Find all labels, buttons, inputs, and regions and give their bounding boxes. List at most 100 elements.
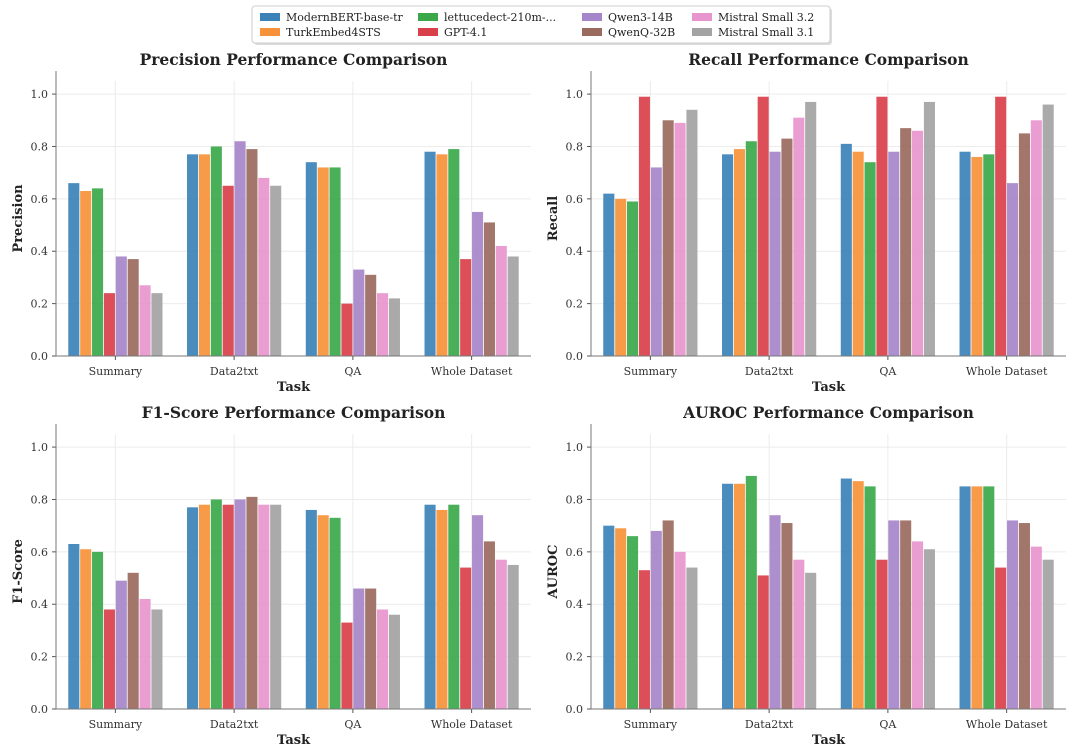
bar-qwenq-32b-summary (662, 120, 674, 356)
bar-turkembed4sts-whole-dataset (436, 154, 448, 356)
bar-modernbert-base-tr-whole-dataset (424, 504, 436, 709)
legend-label-turkembed4sts: TurkEmbed4STS (286, 26, 381, 39)
bar-mistral-small-3-1-whole-dataset (507, 256, 519, 356)
x-tick-label: QA (344, 365, 362, 378)
x-tick-label: QA (879, 365, 897, 378)
bar-mistral-small-3-1-whole-dataset (507, 564, 519, 709)
bar-qwenq-32b-whole-dataset (483, 222, 495, 356)
bar-lettucedect-210m-data2txt (210, 146, 222, 356)
bar-qwenq-32b-data2txt (246, 496, 258, 709)
bar-modernbert-base-tr-summary (603, 525, 615, 709)
bar-lettucedect-210m-summary (92, 188, 104, 356)
bar-modernbert-base-tr-data2txt (722, 483, 734, 709)
bar-mistral-small-3-1-data2txt (270, 185, 282, 356)
legend-label-modernbert-base-tr: ModernBERT-base-tr (286, 11, 404, 24)
bar-qwen3-14b-data2txt (234, 499, 246, 709)
x-tick-label: Whole Dataset (966, 365, 1048, 378)
panel-precision: 0.0 0.2 0.4 0.6 0.8 1.0 Summary Data2txt QA Whole… (11, 50, 531, 395)
y-tick-label: 0.4 (31, 245, 49, 258)
bar-gpt-4-1-qa (341, 303, 353, 356)
bar-gpt-4-1-qa (341, 622, 353, 709)
bar-lettucedect-210m-whole-dataset (448, 149, 460, 356)
bar-mistral-small-3-1-data2txt (805, 101, 817, 356)
bar-qwenq-32b-whole-dataset (483, 541, 495, 709)
legend-label-gpt-4-1: GPT-4.1 (444, 26, 487, 39)
bar-turkembed4sts-whole-dataset (971, 156, 983, 356)
bar-mistral-small-3-2-summary (139, 599, 151, 709)
bar-gpt-4-1-summary (103, 293, 115, 356)
bar-qwen3-14b-whole-dataset (472, 211, 484, 356)
bar-lettucedect-210m-qa (864, 162, 876, 356)
bar-qwen3-14b-qa (888, 151, 900, 356)
chart-title: AUROC Performance Comparison (682, 403, 974, 422)
bar-lettucedect-210m-data2txt (210, 499, 222, 709)
y-tick-label: 0.6 (31, 193, 49, 206)
legend-swatch-qwen3-14b (582, 13, 602, 21)
bar-lettucedect-210m-qa (329, 517, 341, 709)
bar-lettucedect-210m-whole-dataset (983, 154, 995, 356)
x-axis-title: Task (277, 733, 311, 748)
legend-label-qwen3-14b: Qwen3-14B (608, 11, 673, 24)
bar-modernbert-base-tr-qa (840, 143, 852, 356)
bar-lettucedect-210m-data2txt (745, 475, 757, 709)
bar-qwenq-32b-whole-dataset (1018, 133, 1030, 356)
x-tick-label: Data2txt (745, 365, 794, 378)
x-tick-label: Data2txt (210, 718, 259, 731)
y-tick-label: 1.0 (566, 88, 584, 101)
bar-turkembed4sts-data2txt (733, 483, 745, 709)
bar-turkembed4sts-summary (615, 198, 627, 356)
bar-gpt-4-1-qa (876, 96, 888, 357)
legend-swatch-turkembed4sts (260, 28, 280, 36)
bar-qwenq-32b-qa (900, 520, 912, 709)
bar-modernbert-base-tr-summary (68, 183, 80, 356)
bar-qwen3-14b-qa (888, 520, 900, 709)
y-tick-label: 0.0 (31, 350, 49, 363)
bar-lettucedect-210m-summary (627, 536, 639, 709)
bar-qwen3-14b-whole-dataset (472, 515, 484, 709)
y-tick-label: 0.0 (31, 703, 49, 716)
y-tick-label: 0.8 (566, 493, 584, 506)
bar-mistral-small-3-1-qa (923, 101, 935, 356)
panel-f1-score: 0.0 0.2 0.4 0.6 0.8 1.0 Summary Data2txt QA Whole… (11, 403, 531, 748)
y-axis-title: Recall (546, 196, 561, 241)
bar-qwenq-32b-qa (900, 128, 912, 356)
bar-qwen3-14b-summary (115, 256, 127, 356)
bar-mistral-small-3-1-summary (151, 609, 163, 709)
bar-mistral-small-3-1-data2txt (270, 504, 282, 709)
bar-turkembed4sts-qa (317, 167, 329, 356)
bar-modernbert-base-tr-whole-dataset (959, 486, 971, 709)
bar-lettucedect-210m-whole-dataset (448, 504, 460, 709)
bar-turkembed4sts-summary (80, 549, 92, 709)
bar-lettucedect-210m-summary (92, 551, 104, 709)
bar-mistral-small-3-2-qa (912, 541, 924, 709)
y-tick-label: 0.4 (31, 598, 49, 611)
bar-qwen3-14b-summary (650, 167, 662, 356)
y-tick-label: 0.2 (31, 298, 49, 311)
bar-gpt-4-1-data2txt (757, 96, 769, 357)
bar-mistral-small-3-1-data2txt (805, 572, 817, 709)
bar-qwenq-32b-summary (662, 520, 674, 709)
legend-label-qwenq-32b: QwenQ-32B (608, 26, 675, 39)
y-tick-label: 0.2 (566, 298, 584, 311)
chart-title: F1-Score Performance Comparison (142, 403, 446, 422)
y-tick-label: 0.0 (566, 350, 584, 363)
bar-gpt-4-1-qa (876, 559, 888, 709)
y-tick-label: 0.2 (31, 651, 49, 664)
bar-modernbert-base-tr-whole-dataset (424, 151, 436, 356)
bar-qwen3-14b-data2txt (769, 515, 781, 709)
bar-turkembed4sts-summary (80, 191, 92, 356)
y-tick-label: 1.0 (31, 88, 49, 101)
x-tick-label: QA (879, 718, 897, 731)
bar-lettucedect-210m-data2txt (745, 141, 757, 356)
y-tick-label: 1.0 (31, 441, 49, 454)
bar-gpt-4-1-whole-dataset (460, 259, 472, 356)
bar-turkembed4sts-qa (852, 151, 864, 356)
bar-mistral-small-3-2-qa (377, 609, 389, 709)
bar-turkembed4sts-data2txt (198, 154, 210, 356)
bar-qwen3-14b-qa (353, 269, 365, 356)
legend-swatch-mistral-small-3-2 (692, 13, 712, 21)
x-tick-label: Summary (624, 718, 678, 731)
panel-recall: 0.0 0.2 0.4 0.6 0.8 1.0 Summary Data2txt QA Whole… (546, 50, 1066, 395)
bar-mistral-small-3-2-data2txt (793, 559, 805, 709)
bar-modernbert-base-tr-data2txt (187, 154, 199, 356)
